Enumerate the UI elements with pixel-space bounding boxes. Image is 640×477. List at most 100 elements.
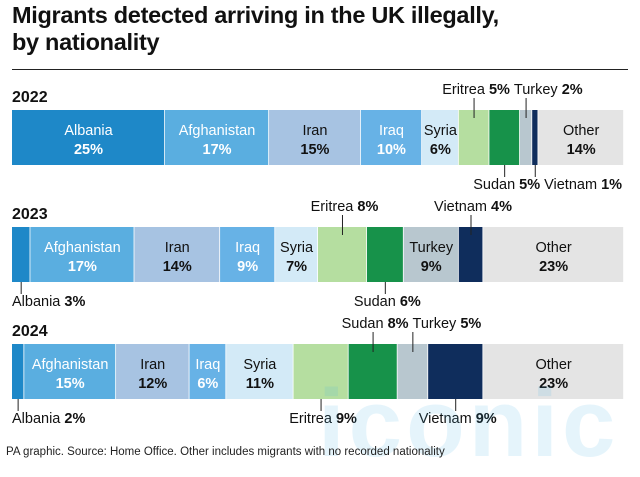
segment-value-albania-2022: 25% [74,142,103,158]
bar-segment-sudan-2023 [366,227,403,282]
callout-value-albania-2024: 2% [64,411,85,427]
bar-segment-other-2022 [538,110,624,165]
segment-value-syria-2024: 11% [246,376,274,392]
callout-value-vietnam-2024: 9% [476,411,497,427]
callout-value-albania-2023: 3% [64,294,85,310]
callout-name-sudan-2023: Sudan [354,294,400,310]
callout-value-sudan-2024: 8% [388,316,409,332]
chart-title-line-1: Migrants detected arriving in the UK ill… [12,2,499,28]
segment-name-iran-2022: Iran [302,123,327,139]
segment-value-iran-2024: 12% [138,376,167,392]
segment-value-afghanistan-2024: 15% [56,376,85,392]
callout-name-vietnam-2023: Vietnam [434,199,491,215]
callout-label-eritrea-2022: Eritrea 5% [442,82,510,98]
segment-value-afghanistan-2022: 17% [203,142,232,158]
bar-segment-syria-2024 [226,344,293,399]
year-label-2022: 2022 [12,89,48,106]
bar-segment-vietnam-2024 [428,344,483,399]
segment-name-other-2022: Other [563,123,599,139]
callout-label-vietnam-2024: Vietnam 9% [419,411,497,427]
bar-segment-eritrea-2024 [293,344,348,399]
segment-name-iran-2023: Iran [165,240,190,256]
callout-value-eritrea-2024: 9% [336,411,357,427]
chart-title: Migrants detected arriving in the UK ill… [12,2,632,56]
segment-value-syria-2022: 6% [430,142,451,158]
segment-value-syria-2023: 7% [286,259,307,275]
bar-segment-other-2024 [483,344,624,399]
segment-name-afghanistan-2024: Afghanistan [32,357,109,373]
callout-label-turkey-2022: Turkey 2% [514,82,583,98]
callout-name-eritrea-2023: Eritrea [311,199,358,215]
bar-segment-iraq-2022 [360,110,422,165]
segment-name-iraq-2023: Iraq [235,240,260,256]
bar-segment-vietnam-2023 [458,227,483,282]
bar-segment-afghanistan-2023 [30,227,134,282]
callout-label-vietnam-2022: Vietnam 1% [544,177,622,193]
segment-name-syria-2024: Syria [243,357,277,373]
bar-segment-syria-2023 [275,227,318,282]
callout-name-albania-2023: Albania [12,294,64,310]
segment-value-iran-2022: 15% [300,142,329,158]
bar-segment-albania-2024 [12,344,24,399]
bar-segment-sudan-2024 [348,344,397,399]
bar-segment-syria-2022 [422,110,458,165]
chart-title-line-2: by nationality [12,29,160,55]
callout-label-eritrea-2023: Eritrea 8% [311,199,379,215]
callout-value-eritrea-2022: 5% [489,82,510,98]
callout-label-eritrea-2024: Eritrea 9% [289,411,357,427]
bar-segment-eritrea-2022 [458,110,489,165]
callout-label-albania-2024: Albania 2% [12,411,85,427]
bar-segment-afghanistan-2022 [165,110,269,165]
title-divider [12,69,628,70]
bar-segment-albania-2022 [12,110,165,165]
segment-name-iraq-2022: Iraq [379,123,404,139]
callout-value-sudan-2023: 6% [400,294,421,310]
callout-name-eritrea-2022: Eritrea [442,82,489,98]
segment-value-turkey-2023: 9% [421,259,442,275]
callout-value-vietnam-2023: 4% [491,199,512,215]
segment-value-iraq-2024: 6% [197,376,218,392]
segment-name-syria-2022: Syria [424,123,458,139]
segment-name-turkey-2023: Turkey [409,240,454,256]
segment-value-iraq-2022: 10% [377,142,406,158]
segment-name-afghanistan-2022: Afghanistan [179,123,256,139]
bar-segment-sudan-2022 [489,110,520,165]
callout-label-sudan-2024: Sudan 8% [342,316,409,332]
segment-name-iraq-2024: Iraq [195,357,220,373]
year-label-2023: 2023 [12,206,48,223]
bar-segment-eritrea-2023 [318,227,367,282]
segment-value-iran-2023: 14% [163,259,192,275]
callout-value-vietnam-2022: 1% [601,177,622,193]
bar-segment-iran-2024 [116,344,189,399]
callout-name-eritrea-2024: Eritrea [289,411,336,427]
callout-label-turkey-2024: Turkey 5% [413,316,482,332]
callout-value-turkey-2022: 2% [562,82,583,98]
bar-segment-iran-2022 [269,110,361,165]
year-label-2024: 2024 [12,323,48,340]
callout-name-turkey-2022: Turkey [514,82,562,98]
bar-segment-iran-2023 [134,227,220,282]
callout-label-sudan-2022: Sudan 5% [473,177,540,193]
segment-value-other-2024: 23% [539,376,568,392]
bar-segment-vietnam-2022 [532,110,538,165]
segment-name-afghanistan-2023: Afghanistan [44,240,121,256]
bar-segment-iraq-2023 [220,227,275,282]
segment-value-afghanistan-2023: 17% [68,259,97,275]
bar-segment-turkey-2022 [519,110,532,165]
segment-value-iraq-2023: 9% [237,259,258,275]
segment-name-syria-2023: Syria [280,240,314,256]
callout-label-vietnam-2023: Vietnam 4% [434,199,512,215]
bar-segment-turkey-2024 [397,344,428,399]
bar-segment-other-2023 [483,227,624,282]
segment-value-other-2022: 14% [567,142,596,158]
callout-label-sudan-2023: Sudan 6% [354,294,421,310]
bar-segment-albania-2023 [12,227,30,282]
segment-name-iran-2024: Iran [140,357,165,373]
bar-segment-afghanistan-2024 [24,344,116,399]
bar-segment-iraq-2024 [189,344,226,399]
callout-value-eritrea-2023: 8% [357,199,378,215]
segment-name-other-2024: Other [535,357,571,373]
segment-name-other-2023: Other [535,240,571,256]
callout-value-sudan-2022: 5% [519,177,540,193]
segment-name-albania-2022: Albania [64,123,113,139]
